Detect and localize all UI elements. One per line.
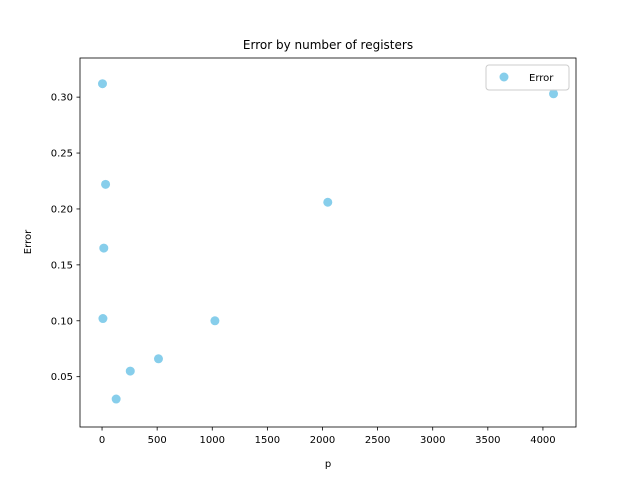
chart-title: Error by number of registers	[243, 38, 413, 52]
data-point	[98, 314, 108, 324]
y-tick-label: 0.20	[51, 204, 73, 215]
data-point	[111, 394, 121, 404]
y-tick-label: 0.25	[51, 149, 73, 160]
y-axis-ticks: 0.05 0.10 0.15 0.20 0.25 0.30	[51, 93, 80, 383]
data-point	[125, 366, 135, 376]
y-tick-label: 0.10	[51, 316, 73, 327]
data-point	[97, 79, 107, 89]
x-tick-label: 1500	[255, 435, 280, 446]
x-tick-label: 0	[99, 435, 105, 446]
data-points	[97, 79, 559, 404]
legend-box	[485, 64, 570, 91]
data-point	[99, 243, 109, 253]
legend: Error	[485, 64, 570, 91]
y-tick-label: 0.05	[51, 372, 73, 383]
data-point	[549, 89, 559, 99]
x-tick-label: 2500	[365, 435, 390, 446]
data-point	[101, 179, 111, 189]
x-tick-label: 3500	[475, 435, 500, 446]
x-axis-label: p	[325, 459, 331, 470]
data-point	[210, 316, 220, 326]
y-tick-label: 0.30	[51, 93, 73, 104]
legend-label: Error	[529, 73, 554, 84]
x-axis-ticks: 0 500 1000 1500 2000 2500 3000 3500 4000	[99, 427, 556, 446]
x-tick-label: 500	[148, 435, 167, 446]
plot-area-frame	[79, 57, 577, 428]
y-tick-label: 0.15	[51, 260, 73, 271]
x-tick-label: 3000	[420, 435, 445, 446]
x-tick-label: 1000	[200, 435, 225, 446]
legend-marker-icon	[499, 72, 509, 82]
data-point	[323, 197, 333, 207]
y-axis-label: Error	[23, 229, 34, 254]
data-point	[153, 354, 163, 364]
x-tick-label: 2000	[310, 435, 335, 446]
x-tick-label: 4000	[530, 435, 555, 446]
